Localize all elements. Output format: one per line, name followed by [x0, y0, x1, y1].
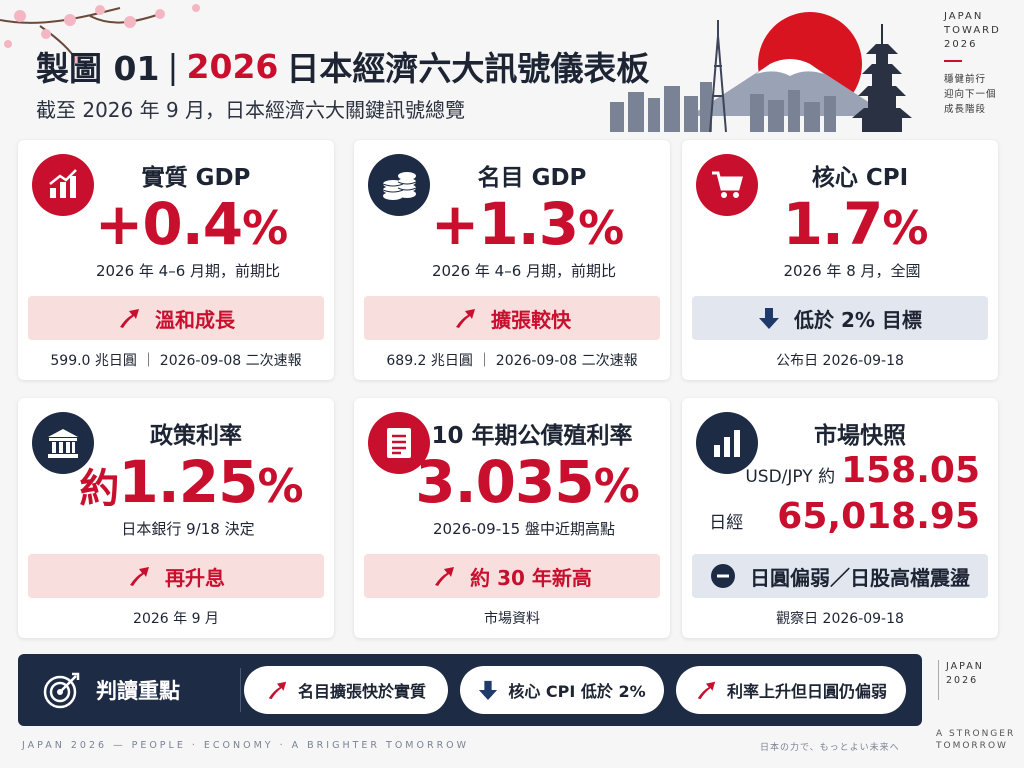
bar-chart-icon [696, 412, 758, 474]
title-main: 日本經濟六大訊號儀表板 [286, 49, 650, 88]
title-year: 2026 [186, 46, 279, 86]
takeaway-label: 利率上升但日圓仍偏弱 [726, 682, 887, 701]
divider [240, 668, 241, 712]
title-separator: | [167, 46, 179, 86]
metric-value: +0.4% [94, 190, 288, 258]
card-policy-rate: 政策利率 約1.25% 日本銀行 9/18 決定 再升息 2026 年 9 月 [18, 398, 334, 638]
takeaway-pill-3: 利率上升但日圓仍偏弱 [676, 666, 906, 714]
status-label: 約 30 年新高 [470, 565, 592, 590]
takeaways-bar: 判讀重點 名目擴張快於實質 核心 CPI 低於 2% 利率上升但日圓仍偏弱 [18, 654, 922, 726]
takeaways-title-label: 判讀重點 [96, 679, 180, 703]
brand-rule [938, 660, 939, 700]
sakura-branch-decoration [0, 4, 200, 63]
card-title: 名目 GDP [477, 165, 587, 191]
status-label: 溫和成長 [155, 307, 235, 332]
card-title: 市場快照 [814, 423, 906, 449]
arrow-down-icon [758, 306, 780, 330]
side-brand-bottom-line1: JAPAN [946, 661, 984, 672]
card-real-gdp: 實質 GDP +0.4% 2026 年 4–6 月期，前期比 溫和成長 599.… [18, 140, 334, 380]
metric-note: 2026 年 4–6 月期，前期比 [431, 262, 617, 280]
status-badge: 擴張較快 [364, 296, 660, 340]
status-badge: 日圓偏弱／日股高檔震盪 [692, 554, 988, 598]
usdjpy-label: USD/JPY 約 [745, 467, 836, 487]
nikkei-value: 65,018.95 [777, 496, 980, 537]
nikkei-row: 日經 65,018.95 [682, 496, 980, 537]
metric-value: +1.3% [430, 190, 624, 258]
page-subtitle: 截至 2026 年 9 月，日本經濟六大關鍵訊號總覽 [36, 98, 466, 122]
page-title: 製圖 01 | 2026 日本經濟六大訊號儀表板 [36, 42, 649, 90]
card-title: 政策利率 [150, 423, 242, 449]
footer-tagline: JAPAN 2026 — PEOPLE · ECONOMY · A BRIGHT… [22, 740, 470, 751]
card-title: 實質 GDP [141, 165, 251, 191]
metric-footnote: 599.0 兆日圓 ｜ 2026-09-08 二次速報 [50, 353, 302, 369]
footer-brand-line1: A STRONGER [936, 729, 1016, 739]
target-icon [42, 670, 82, 710]
arrow-down-icon [478, 679, 498, 701]
side-brand-line1: JAPAN [944, 11, 984, 22]
status-badge: 溫和成長 [28, 296, 324, 340]
trend-up-arrow-icon [127, 564, 151, 588]
side-brand-bottom-line2: 2026 [946, 675, 979, 686]
trend-up-arrow-icon [266, 679, 288, 701]
metric-note: 2026 年 4–6 月期，前期比 [95, 262, 281, 280]
metric-footnote: 觀察日 2026-09-18 [776, 611, 904, 627]
growth-chart-icon [32, 154, 94, 216]
motto-line2: 迎向下一個 [944, 89, 997, 100]
metric-footnote: 公布日 2026-09-18 [776, 353, 904, 369]
card-nominal-gdp: 名目 GDP +1.3% 2026 年 4–6 月期，前期比 擴張較快 689.… [354, 140, 670, 380]
side-brand-line3: 2026 [944, 39, 978, 50]
trend-up-arrow-icon [453, 306, 477, 330]
card-10y-yield: 10 年期公債殖利率 3.035% 2026-09-15 盤中近期高點 約 30… [354, 398, 670, 638]
trend-up-arrow-icon [695, 679, 717, 701]
card-market-snapshot: 市場快照 USD/JPY 約 158.05 日經 65,018.95 日圓偏弱／… [682, 398, 998, 638]
side-brand-bottom: JAPAN 2026 [938, 660, 984, 700]
tokyo-skyline-illustration [610, 12, 912, 133]
status-label: 再升息 [165, 565, 225, 590]
status-badge: 約 30 年新高 [364, 554, 660, 598]
usdjpy-row: USD/JPY 約 158.05 [682, 450, 980, 491]
status-badge: 再升息 [28, 554, 324, 598]
takeaway-pill-1: 名目擴張快於實質 [244, 666, 448, 714]
footer-brand: A STRONGER TOMORROW [936, 728, 1015, 752]
trend-up-arrow-icon [117, 306, 141, 330]
takeaway-pill-2: 核心 CPI 低於 2% [460, 666, 664, 714]
side-brand-line2: TOWARD [944, 25, 1001, 36]
bank-building-icon [32, 412, 94, 474]
trend-up-arrow-icon [432, 564, 456, 588]
title-prefix: 製圖 01 [36, 49, 160, 88]
card-title: 10 年期公債殖利率 [431, 423, 633, 449]
document-icon [368, 412, 430, 474]
metric-value: 3.035% [415, 448, 640, 516]
nikkei-label: 日經 [709, 513, 744, 533]
minus-circle-icon [710, 563, 736, 589]
coin-stack-icon [368, 154, 430, 216]
status-label: 日圓偏弱／日股高檔震盪 [750, 565, 970, 590]
metric-note: 日本銀行 9/18 決定 [121, 520, 255, 538]
metric-note: 2026 年 8 月，全國 [783, 262, 921, 280]
status-badge: 低於 2% 目標 [692, 296, 988, 340]
shopping-cart-icon [696, 154, 758, 216]
usdjpy-value: 158.05 [841, 450, 980, 491]
metric-footnote: 2026 年 9 月 [133, 611, 219, 627]
metric-footnote: 689.2 兆日圓 ｜ 2026-09-08 二次速報 [386, 353, 638, 369]
status-label: 低於 2% 目標 [794, 307, 922, 332]
metric-value: 1.7% [782, 190, 929, 258]
metric-footnote: 市場資料 [484, 611, 540, 627]
takeaways-title: 判讀重點 [42, 654, 180, 726]
metric-value: 約1.25% [79, 448, 303, 516]
footer-brand-line2: TOMORROW [936, 741, 1008, 751]
motto-line3: 成長階段 [944, 104, 987, 115]
status-label: 擴張較快 [491, 307, 571, 332]
side-brand: JAPAN TOWARD 2026 穩健前行 迎向下一個 成長階段 [944, 10, 1014, 117]
card-core-cpi: 核心 CPI 1.7% 2026 年 8 月，全國 低於 2% 目標 公布日 2… [682, 140, 998, 380]
motto-line1: 穩健前行 [944, 74, 987, 85]
takeaway-label: 名目擴張快於實質 [297, 682, 426, 701]
card-title: 核心 CPI [811, 165, 909, 191]
footer-japanese-tagline: 日本の力で、もっとよい未来へ [760, 743, 900, 753]
metric-note: 2026-09-15 盤中近期高點 [433, 520, 615, 538]
takeaway-label: 核心 CPI 低於 2% [508, 682, 646, 701]
brand-rule [944, 60, 962, 62]
